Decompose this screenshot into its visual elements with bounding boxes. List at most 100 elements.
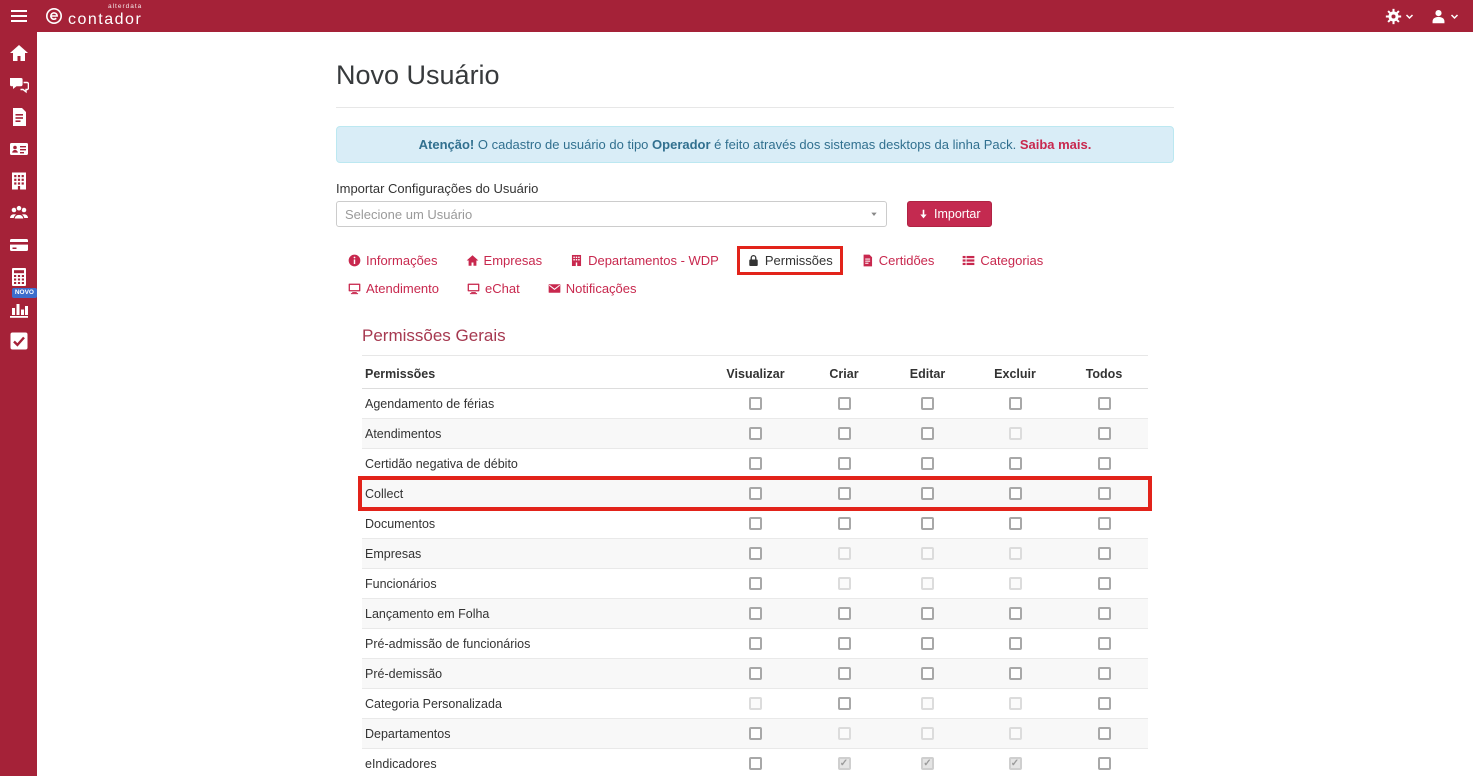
checkbox <box>921 697 934 710</box>
checkbox[interactable] <box>921 457 934 470</box>
envelope-icon <box>548 282 561 295</box>
sidebar-item-reports[interactable] <box>0 295 37 327</box>
checkbox[interactable] <box>749 577 762 590</box>
checkbox[interactable] <box>749 397 762 410</box>
checkbox[interactable] <box>921 517 934 530</box>
import-button[interactable]: Importar <box>907 201 992 227</box>
building-icon <box>570 254 583 267</box>
checkbox[interactable] <box>1097 427 1111 440</box>
sidebar-item-chat[interactable] <box>0 71 37 103</box>
sidebar-item-companies[interactable] <box>0 167 37 199</box>
user-menu[interactable] <box>1430 8 1459 25</box>
checkbox[interactable] <box>837 517 851 530</box>
id-card-icon <box>9 139 29 164</box>
checkbox[interactable] <box>837 397 851 410</box>
tab-certid-es[interactable]: Certidões <box>861 253 934 268</box>
checkbox[interactable] <box>921 487 934 500</box>
checkbox[interactable] <box>1097 457 1111 470</box>
header-col: Excluir <box>994 366 1036 381</box>
checkbox[interactable] <box>749 457 762 470</box>
checkbox[interactable] <box>921 427 934 440</box>
checkbox[interactable] <box>1097 637 1111 650</box>
tab-atendimento[interactable]: Atendimento <box>348 281 439 296</box>
checkbox[interactable] <box>749 547 762 560</box>
select-caret-icon <box>870 205 878 223</box>
sidebar-item-home[interactable] <box>0 39 37 71</box>
sidebar-item-contacts[interactable] <box>0 135 37 167</box>
user-icon <box>1432 9 1445 23</box>
checkbox[interactable] <box>1008 637 1022 650</box>
header-col: Visualizar <box>726 366 785 381</box>
sidebar-item-users[interactable] <box>0 199 37 231</box>
checkbox[interactable] <box>837 637 851 650</box>
checkbox[interactable] <box>1008 457 1022 470</box>
settings-menu[interactable] <box>1385 8 1414 25</box>
checkbox[interactable] <box>749 607 762 620</box>
checkbox[interactable] <box>837 457 851 470</box>
checkbox[interactable] <box>1008 607 1022 620</box>
checkbox[interactable] <box>1008 517 1022 530</box>
tab-label: Departamentos - WDP <box>588 253 719 268</box>
checkbox[interactable] <box>1008 487 1022 500</box>
tab-categorias[interactable]: Categorias <box>962 253 1043 268</box>
saiba-mais-link[interactable]: Saiba mais. <box>1019 137 1092 152</box>
checkbox[interactable] <box>1097 577 1111 590</box>
tab-departamentos-wdp[interactable]: Departamentos - WDP <box>570 253 719 268</box>
checkbox[interactable] <box>921 667 934 680</box>
tab-informa-es[interactable]: Informações <box>348 253 438 268</box>
permission-label: Certidão negativa de débito <box>365 456 518 471</box>
tab-label: Empresas <box>483 253 543 268</box>
checkbox[interactable] <box>1097 607 1111 620</box>
user-select-placeholder: Selecione um Usuário <box>345 206 473 222</box>
tab-echat[interactable]: eChat <box>467 281 520 296</box>
checkbox[interactable] <box>837 667 851 680</box>
checkbox[interactable] <box>1097 547 1111 560</box>
tab-empresas[interactable]: Empresas <box>466 253 543 268</box>
e-logo-icon <box>45 7 63 25</box>
checkbox[interactable] <box>1097 697 1111 710</box>
checkbox[interactable] <box>749 487 762 500</box>
hamburger-menu-button[interactable] <box>0 0 37 32</box>
checkbox[interactable] <box>1097 517 1111 530</box>
checkbox[interactable] <box>749 667 762 680</box>
bar-chart-icon <box>9 299 29 324</box>
checkbox[interactable] <box>749 727 762 740</box>
checkbox[interactable] <box>749 637 762 650</box>
checkbox <box>1008 727 1022 740</box>
checkbox[interactable] <box>837 607 851 620</box>
chat-icon <box>9 75 29 100</box>
checkbox <box>921 727 934 740</box>
checkbox: ✓ <box>1008 757 1022 770</box>
checkbox[interactable] <box>1097 487 1111 500</box>
checkbox[interactable] <box>1097 667 1111 680</box>
permission-label: Pré-admissão de funcionários <box>365 636 531 651</box>
download-arrow-icon <box>920 209 927 218</box>
checkbox[interactable] <box>749 517 762 530</box>
checkbox[interactable] <box>921 637 934 650</box>
checkbox[interactable] <box>749 427 762 440</box>
home-icon <box>9 43 29 68</box>
sidebar: NOVO <box>0 32 37 776</box>
permission-label: Lançamento em Folha <box>365 606 490 621</box>
checkbox <box>1008 547 1022 560</box>
sidebar-item-billing[interactable] <box>0 231 37 263</box>
sidebar-item-tasks[interactable] <box>0 327 37 359</box>
checkbox[interactable] <box>837 487 851 500</box>
checkbox: ✓ <box>921 757 934 770</box>
checkbox[interactable] <box>1008 667 1022 680</box>
user-select[interactable]: Selecione um Usuário <box>336 201 887 227</box>
checkbox[interactable] <box>837 427 851 440</box>
info-icon <box>348 254 361 267</box>
checkbox[interactable] <box>1097 757 1111 770</box>
sidebar-item-documents[interactable] <box>0 103 37 135</box>
checkbox[interactable] <box>921 397 934 410</box>
checkbox[interactable] <box>1097 397 1111 410</box>
checkbox[interactable] <box>749 757 762 770</box>
tab-permiss-es[interactable]: Permissões <box>736 246 843 275</box>
checkbox[interactable] <box>1097 727 1111 740</box>
sidebar-item-calculator[interactable]: NOVO <box>0 263 37 298</box>
checkbox[interactable] <box>1008 397 1022 410</box>
checkbox[interactable] <box>837 697 851 710</box>
checkbox[interactable] <box>921 607 934 620</box>
tab-notifica-es[interactable]: Notificações <box>548 281 637 296</box>
